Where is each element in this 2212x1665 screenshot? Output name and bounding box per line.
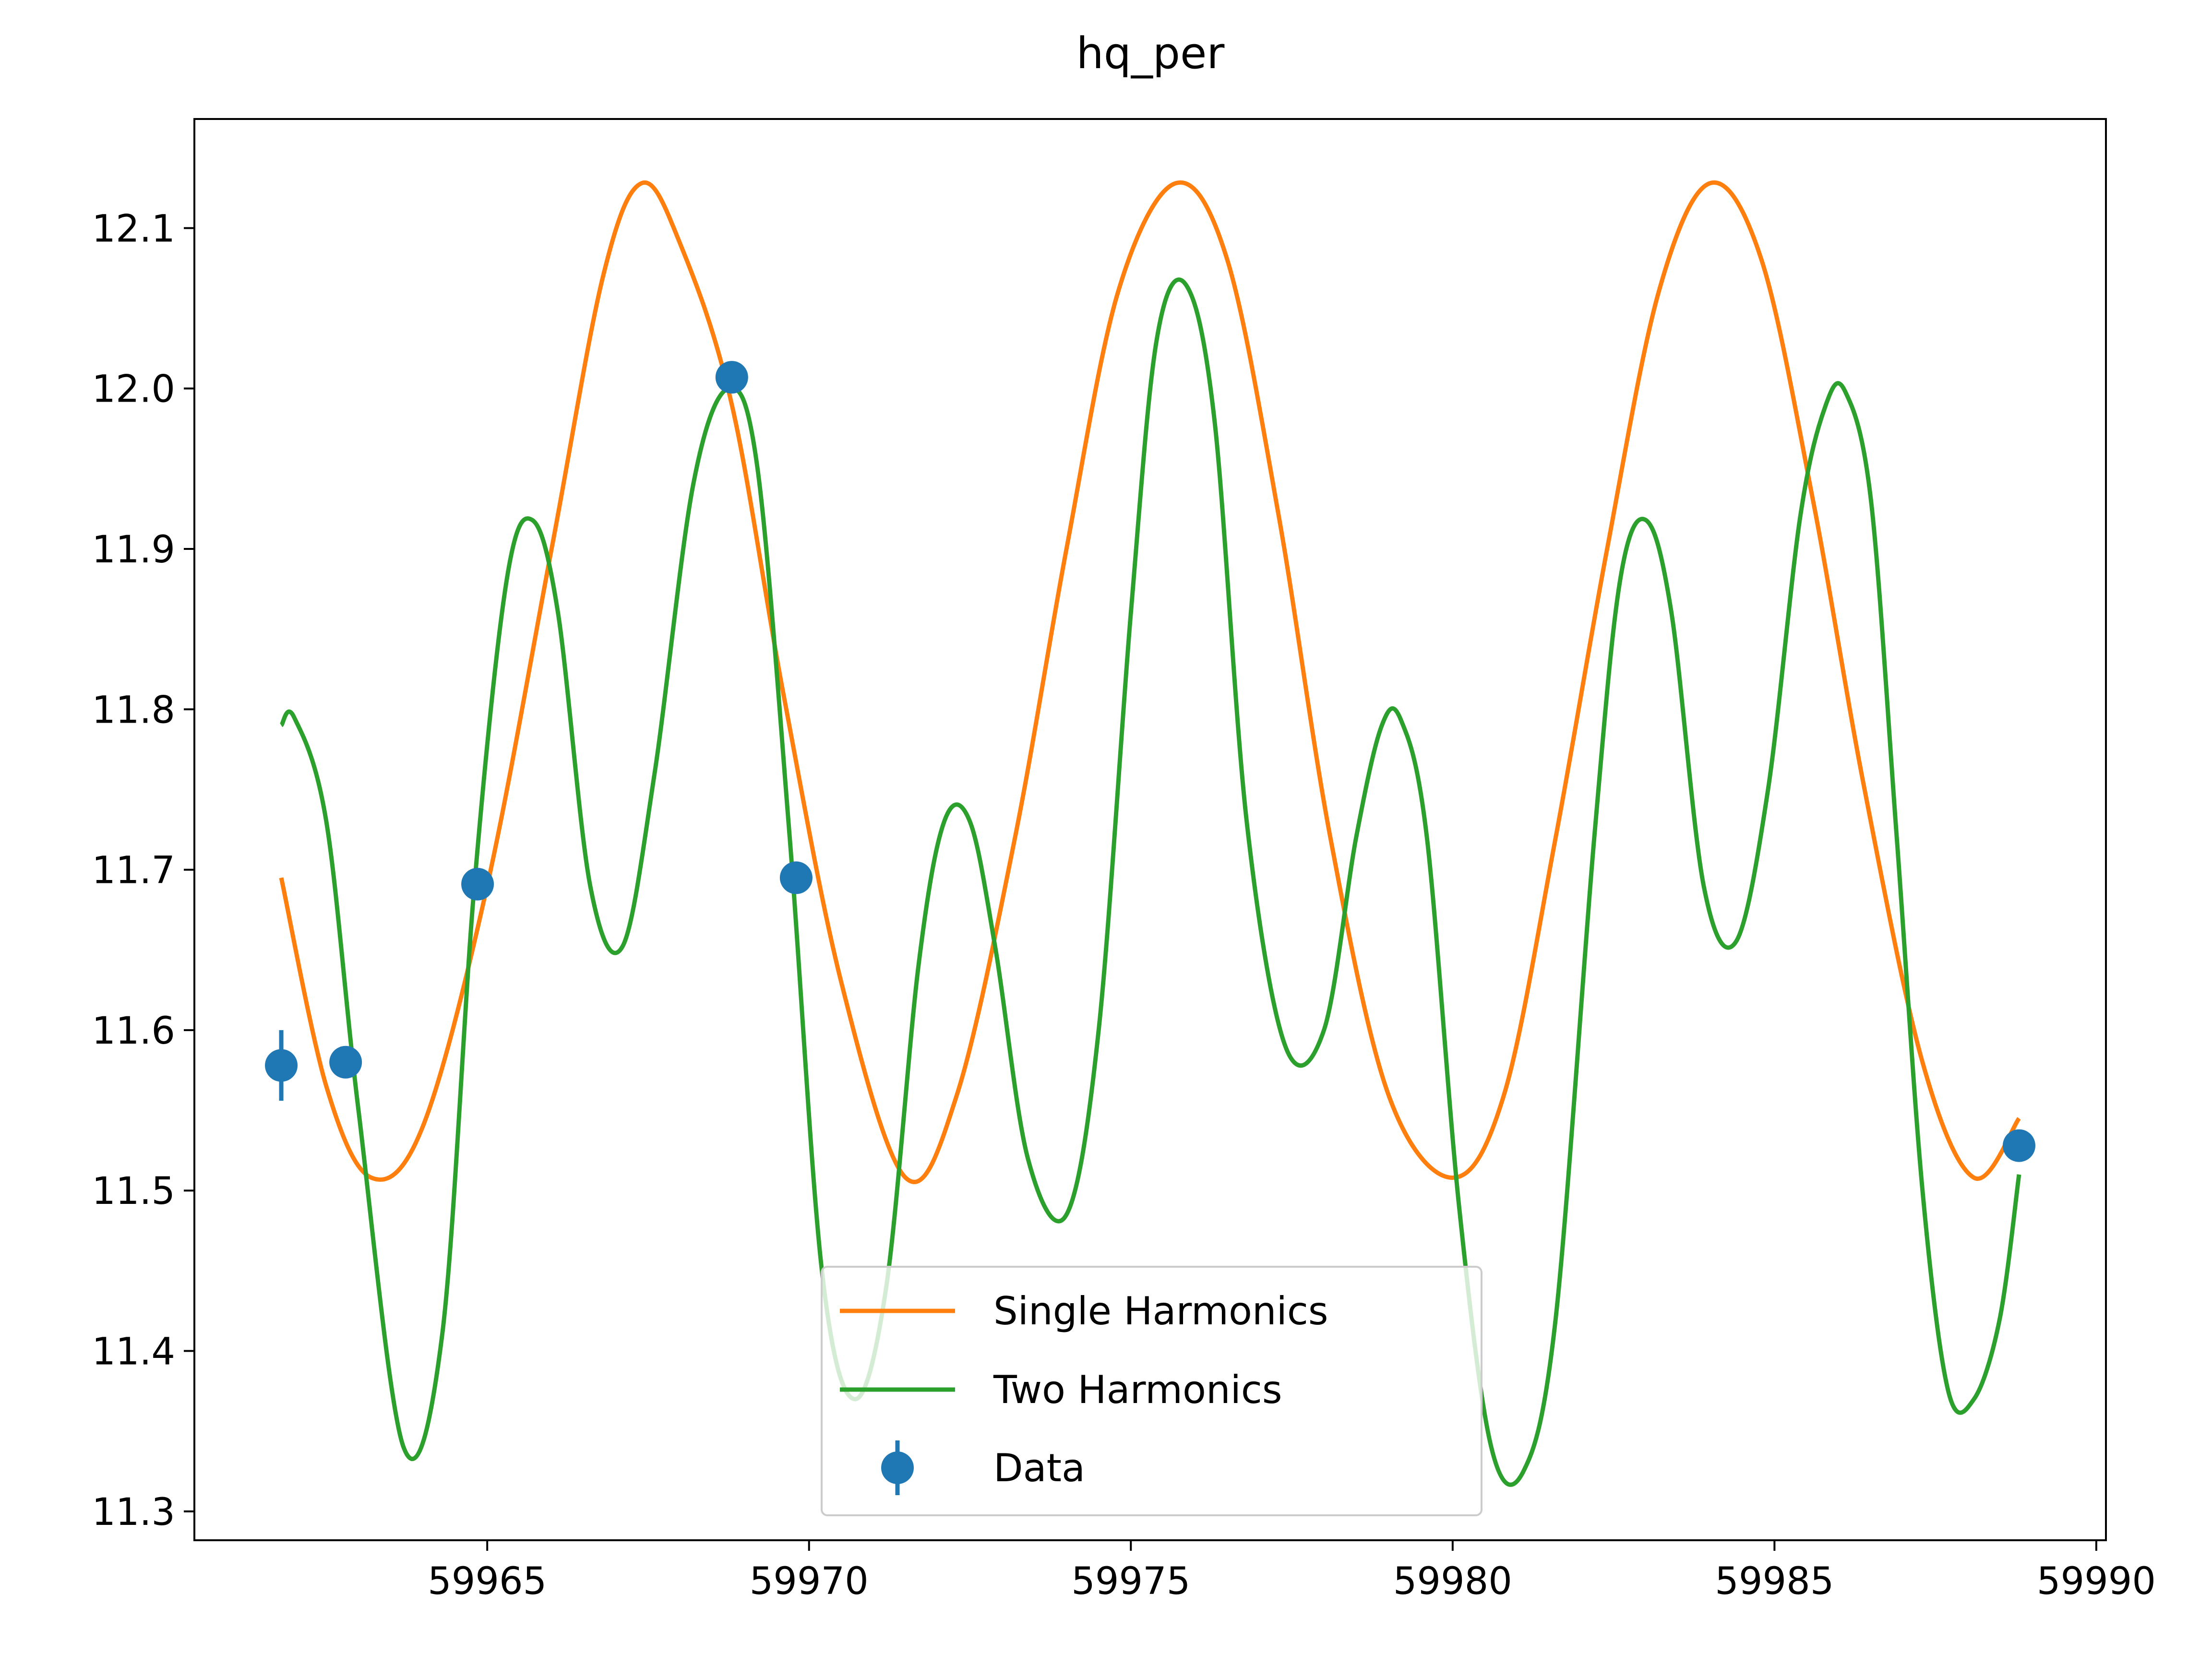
data-point <box>265 1049 298 1082</box>
x-tick-label: 59970 <box>750 1560 869 1603</box>
plot-frame <box>193 118 2107 1541</box>
legend: Single Harmonics Two Harmonics Data <box>821 1266 1483 1516</box>
y-tick-label: 11.6 <box>92 1010 175 1053</box>
y-tick-label: 11.7 <box>92 849 175 892</box>
y-tick-label: 11.3 <box>92 1491 175 1534</box>
data-point <box>2002 1129 2035 1162</box>
y-tick-label: 12.1 <box>92 207 175 250</box>
legend-label-two-harmonics: Two Harmonics <box>993 1368 1282 1412</box>
x-tick-label: 59980 <box>1393 1560 1512 1603</box>
series-line-two-harmonics <box>279 277 2021 1487</box>
x-tick-label: 59990 <box>2037 1560 2156 1603</box>
series-layer <box>265 180 2035 1487</box>
chart-title: hq_per <box>1076 28 1225 79</box>
y-tick-label: 11.4 <box>92 1331 175 1374</box>
y-axis: 11.3 11.4 11.5 11.6 11.7 11.8 11.9 12.0 12.1 <box>92 207 194 1534</box>
legend-marker-data <box>881 1451 914 1484</box>
y-tick-label: 11.9 <box>92 528 175 571</box>
series-line-single-harmonics <box>279 180 2021 1184</box>
x-tick-label: 59975 <box>1071 1560 1190 1603</box>
x-tick-label: 59985 <box>1715 1560 1834 1603</box>
data-point <box>329 1046 362 1079</box>
x-axis: 59965 59970 59975 59980 59985 59990 <box>428 1540 2156 1603</box>
x-tick-label: 59965 <box>428 1560 547 1603</box>
data-point <box>715 361 748 394</box>
y-tick-label: 11.8 <box>92 689 175 732</box>
legend-label-single-harmonics: Single Harmonics <box>993 1289 1328 1333</box>
data-point <box>461 868 494 901</box>
legend-label-data: Data <box>993 1446 1085 1490</box>
y-tick-label: 11.5 <box>92 1170 175 1213</box>
y-tick-label: 12.0 <box>92 368 175 411</box>
legend-box <box>821 1266 1483 1516</box>
data-point <box>779 861 813 894</box>
